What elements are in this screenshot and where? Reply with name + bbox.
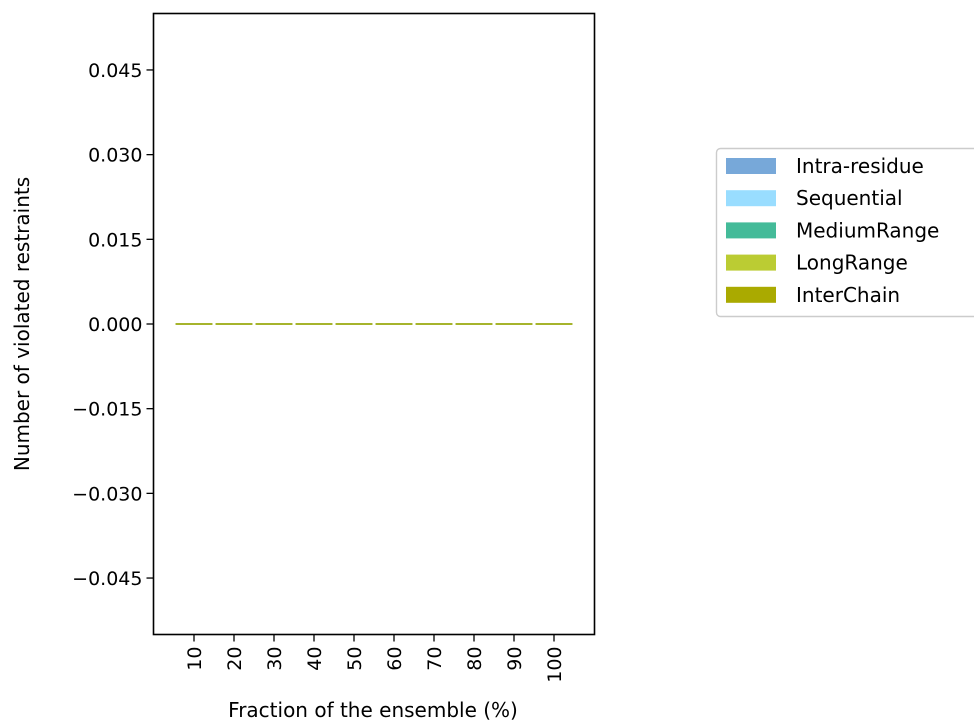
y-tick-label: 0.000	[88, 314, 142, 336]
x-tick-label: 20	[224, 647, 246, 671]
legend-swatch-intra-residue	[726, 158, 776, 174]
y-tick-label: −0.015	[72, 399, 142, 421]
y-tick-label: 0.030	[88, 145, 142, 167]
bars-layer	[175, 323, 573, 325]
x-tick-label: 30	[264, 647, 286, 671]
bar-interchain-50	[335, 323, 373, 325]
x-tick-label: 90	[504, 647, 526, 671]
legend-label: Intra-residue	[796, 154, 924, 178]
x-axis-title: Fraction of the ensemble (%)	[228, 698, 518, 722]
legend-frame	[715, 147, 974, 318]
y-axis-title: Number of violated restraints	[10, 177, 34, 471]
legend-swatch-interchain	[726, 286, 776, 303]
x-tick-label: 50	[344, 647, 366, 671]
x-tick-label: 100	[544, 647, 566, 683]
legend-label: LongRange	[796, 251, 908, 275]
x-axis: 10 20 30 40 50 60 70 80 90 100	[184, 634, 566, 683]
legend-label: InterChain	[796, 283, 900, 307]
bar-interchain-40	[295, 323, 333, 325]
y-tick-label: 0.015	[88, 229, 142, 251]
legend-label: Sequential	[796, 186, 903, 210]
x-tick-label: 10	[184, 647, 206, 671]
bar-interchain-30	[255, 323, 293, 325]
x-tick-label: 60	[384, 647, 406, 671]
y-tick-label: −0.030	[72, 483, 142, 505]
y-tick-label: 0.045	[88, 60, 142, 82]
x-tick-label: 70	[424, 647, 446, 671]
x-tick-label: 40	[304, 647, 326, 671]
bar-interchain-80	[455, 323, 493, 325]
bar-interchain-90	[495, 323, 533, 325]
legend-label: MediumRange	[796, 218, 939, 242]
bar-interchain-100	[535, 323, 573, 325]
legend: Intra-residue Sequential MediumRange LongRa…	[715, 147, 974, 318]
bar-interchain-20	[215, 323, 253, 325]
x-tick-label: 80	[464, 647, 486, 671]
y-tick-label: −0.045	[72, 568, 142, 590]
bar-interchain-60	[375, 323, 413, 325]
bar-interchain-10	[175, 323, 213, 325]
bar-interchain-70	[415, 323, 453, 325]
legend-swatch-longrange	[726, 254, 776, 271]
legend-swatch-mediumrange	[726, 222, 776, 239]
legend-swatch-sequential	[726, 190, 776, 207]
y-axis: −0.045 −0.030 −0.015 0.000 0.015 0.030 0.045	[72, 60, 154, 590]
